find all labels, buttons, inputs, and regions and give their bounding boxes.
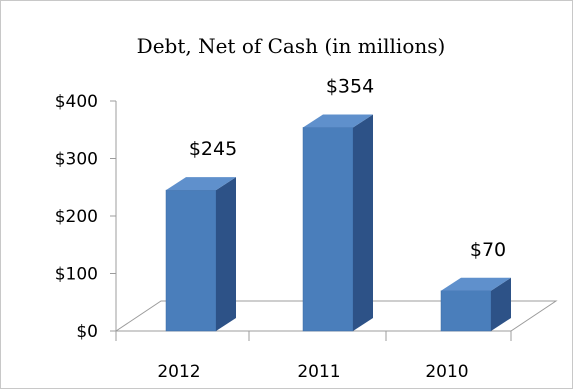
bar: [440, 277, 511, 332]
bar: [302, 114, 373, 332]
bar-side: [491, 277, 511, 331]
chart-title: Debt, Net of Cash (in millions): [137, 34, 446, 58]
y-tick-label: $400: [55, 92, 98, 112]
bar-top: [303, 114, 373, 128]
data-label: $354: [326, 75, 374, 97]
x-categories-group: 2012 2011 2010: [115, 331, 512, 382]
x-category-label: 2010: [425, 362, 468, 382]
bar: [165, 177, 236, 332]
bars-group: [165, 114, 511, 332]
bar-front: [165, 189, 217, 332]
data-labels-group: $245 $354 $70: [189, 75, 506, 260]
bar-side: [216, 177, 236, 331]
x-category-label: 2011: [297, 362, 340, 382]
y-tick-label: $200: [55, 207, 98, 227]
y-ticks-group: $0 $100 $200 $300 $400: [55, 92, 116, 342]
bar-side: [353, 114, 373, 331]
data-label: $245: [189, 138, 237, 160]
bar-front: [302, 127, 354, 332]
data-label: $70: [470, 239, 506, 261]
y-tick-label: $300: [55, 150, 98, 170]
bar-top: [166, 177, 236, 191]
bar-front: [440, 290, 492, 332]
x-category-label: 2012: [157, 362, 200, 382]
y-tick-label: $100: [55, 265, 98, 285]
bar-top: [441, 277, 511, 291]
y-tick-label: $0: [76, 322, 98, 342]
